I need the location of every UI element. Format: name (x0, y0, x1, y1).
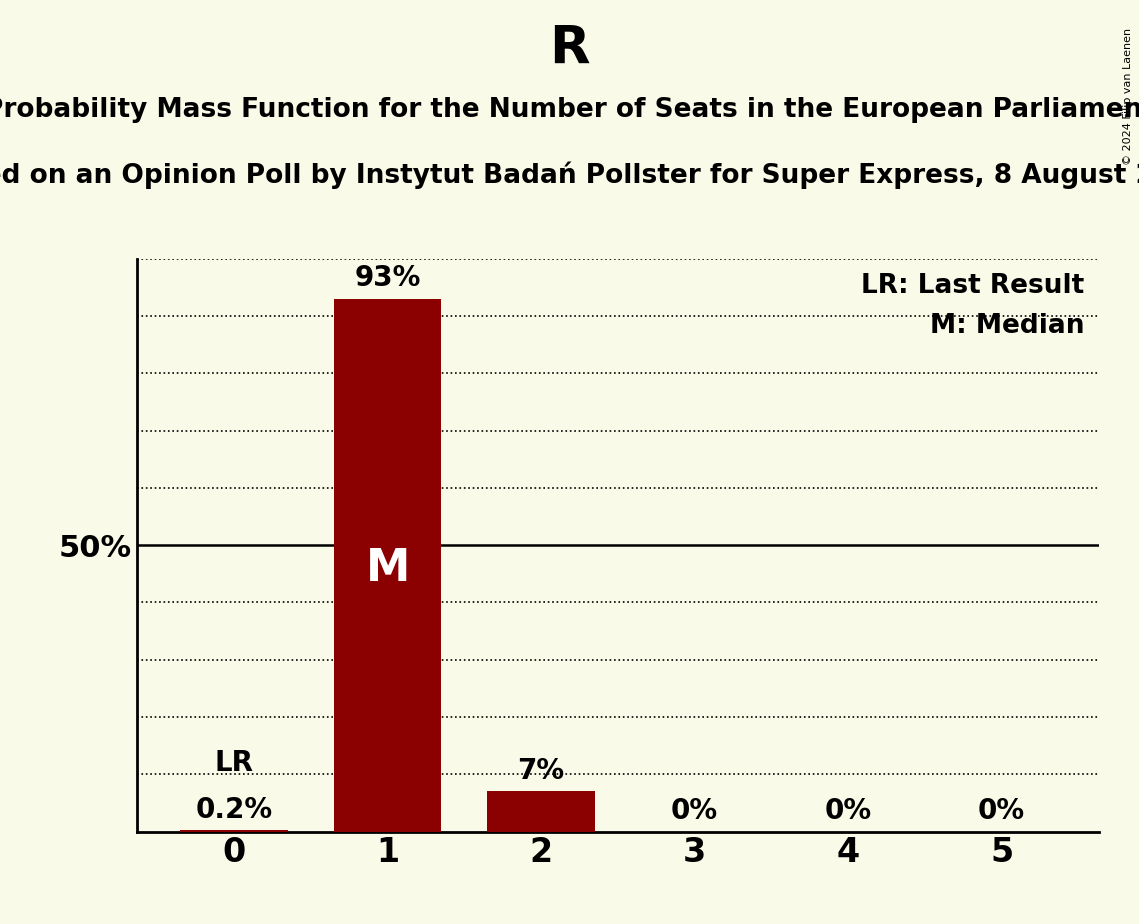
Text: LR: Last Result: LR: Last Result (861, 274, 1084, 299)
Text: Based on an Opinion Poll by Instytut Badań Pollster for Super Express, 8 August : Based on an Opinion Poll by Instytut Bad… (0, 162, 1139, 189)
Bar (180, 831, 288, 832)
Text: R: R (549, 23, 590, 75)
Text: Probability Mass Function for the Number of Seats in the European Parliament: Probability Mass Function for the Number… (0, 97, 1139, 123)
Bar (334, 298, 442, 832)
Text: © 2024 Filip van Laenen: © 2024 Filip van Laenen (1123, 28, 1133, 164)
Text: 7%: 7% (517, 757, 565, 784)
Text: M: M (366, 547, 410, 590)
Text: 0.2%: 0.2% (196, 796, 272, 823)
Text: 0%: 0% (825, 796, 871, 825)
Bar (487, 792, 595, 832)
Text: 93%: 93% (354, 264, 420, 292)
Text: 0%: 0% (671, 796, 719, 825)
Text: 0%: 0% (978, 796, 1025, 825)
Text: M: Median: M: Median (931, 313, 1084, 339)
Text: LR: LR (214, 748, 254, 777)
